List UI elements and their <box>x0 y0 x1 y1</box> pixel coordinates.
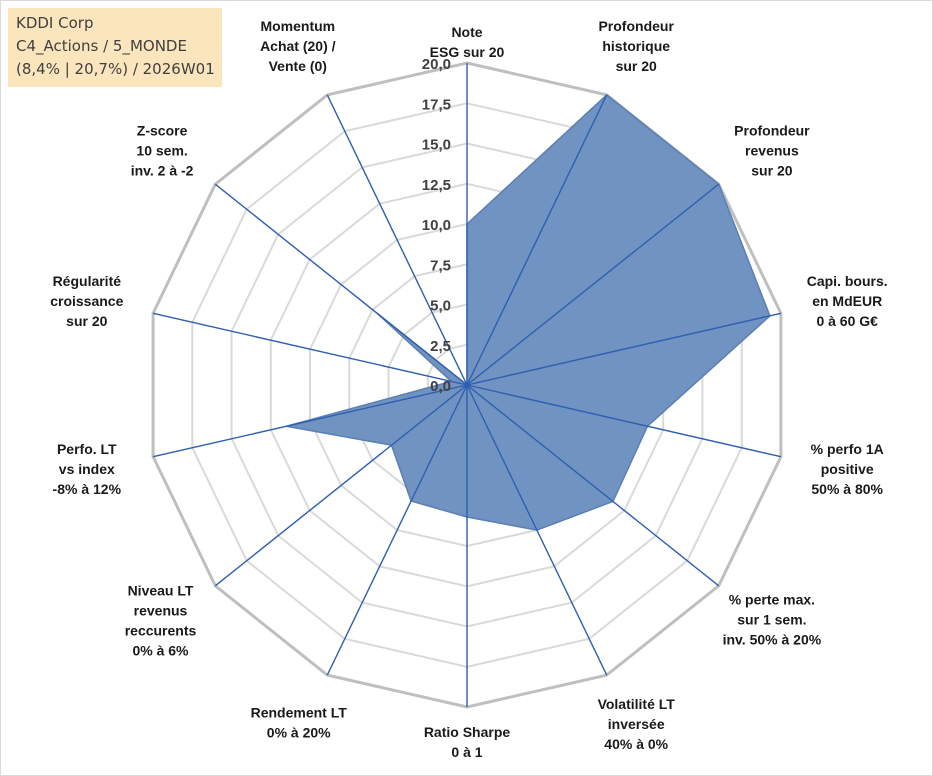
axis-label: Profondeur revenus sur 20 <box>734 122 810 178</box>
axis-label: % perfo 1A positive 50% à 80% <box>811 441 884 497</box>
axis-label: Note ESG sur 20 <box>430 24 505 60</box>
axis-label: Volatilité LT inversée 40% à 0% <box>598 696 676 752</box>
axis-label: Profondeur historique sur 20 <box>598 18 674 74</box>
radar-spokes <box>152 63 782 707</box>
axis-spoke <box>152 312 468 386</box>
radar-tick-labels: 0,0 2,5 5,0 7,5 10,0 12,5 15,0 17,5 20,0 <box>422 56 451 395</box>
axis-label: Momentum Achat (20) / Vente (0) <box>260 18 336 74</box>
axis-spoke <box>214 183 468 386</box>
axis-spoke <box>326 384 468 676</box>
axis-label: Ratio Sharpe 0 à 1 <box>424 724 511 760</box>
info-company: KDDI Corp <box>16 14 94 32</box>
info-category: C4_Actions / 5_MONDE <box>16 37 187 55</box>
tick-label: 0,0 <box>430 378 451 395</box>
axis-spoke <box>152 384 468 458</box>
axis-label: Niveau LT revenus reccurents 0% à 6% <box>125 583 197 659</box>
tick-label: 5,0 <box>430 298 451 315</box>
axis-label: Rendement LT 0% à 20% <box>251 705 348 741</box>
tick-label: 17,5 <box>422 96 451 113</box>
axis-label: Capi. bours. en MdEUR 0 à 60 G€ <box>807 273 888 329</box>
tick-label: 10,0 <box>422 217 451 234</box>
info-box: KDDI Corp C4_Actions / 5_MONDE (8,4% | 2… <box>8 8 222 87</box>
axis-label: Z-score 10 sem. inv. 2 à -2 <box>131 122 194 178</box>
axis-spoke <box>466 384 608 676</box>
axis-spoke <box>214 384 468 587</box>
axis-spoke <box>466 94 608 386</box>
axis-label: % perte max. sur 1 sem. inv. 50% à 20% <box>723 592 822 648</box>
axis-spoke <box>466 384 782 458</box>
axis-label: Perfo. LT vs index -8% à 12% <box>53 441 122 497</box>
axis-spoke <box>326 94 468 386</box>
axis-spoke <box>466 312 782 386</box>
axis-spoke <box>466 183 720 386</box>
tick-label: 12,5 <box>422 177 451 194</box>
tick-label: 2,5 <box>430 338 451 355</box>
info-stats: (8,4% | 20,7%) / 2026W01 <box>16 60 215 78</box>
axis-spoke <box>466 384 720 587</box>
tick-label: 7,5 <box>430 257 451 274</box>
tick-label: 20,0 <box>422 56 451 73</box>
axis-label: Régularité croissance sur 20 <box>50 273 123 329</box>
tick-label: 15,0 <box>422 137 451 154</box>
radar-axis-labels: Note ESG sur 20 Profondeur historique sur 20… <box>50 18 887 760</box>
